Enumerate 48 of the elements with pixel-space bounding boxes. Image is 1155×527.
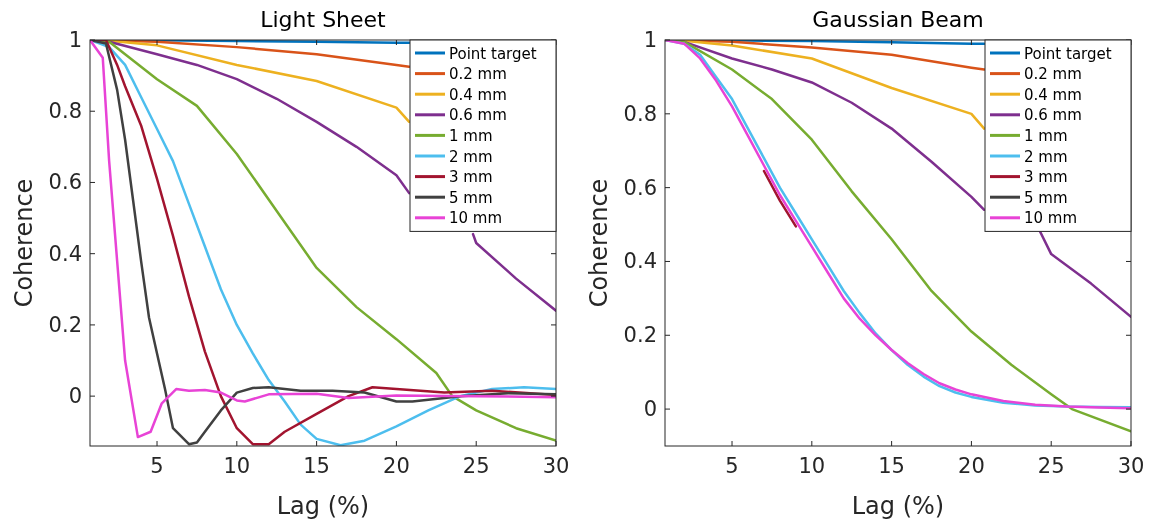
- legend-label: 0.2 mm: [449, 65, 507, 84]
- x-tick-label: 25: [462, 454, 490, 478]
- y-tick-label: 1: [643, 28, 657, 52]
- y-tick-label: 0.8: [623, 101, 657, 126]
- y-tick-label: 0.8: [48, 99, 82, 124]
- legend-label: 1 mm: [449, 126, 493, 145]
- legend-label: 0.4 mm: [1024, 85, 1082, 104]
- legend-label: 0.2 mm: [1024, 65, 1082, 84]
- x-tick-label: 25: [1037, 454, 1065, 478]
- x-tick-label: 10: [223, 454, 251, 478]
- legend-label: 0.4 mm: [449, 85, 507, 104]
- y-tick-label: 0.2: [48, 312, 82, 337]
- y-axis-title: Coherence: [585, 178, 613, 308]
- legend-label: 0.6 mm: [1024, 106, 1082, 125]
- y-tick-label: 0: [643, 397, 657, 422]
- x-tick-label: 5: [725, 454, 739, 478]
- legend-label: 0.6 mm: [449, 106, 507, 125]
- y-tick-label: 1: [68, 28, 82, 52]
- y-tick-label: 0.4: [48, 241, 82, 266]
- y-tick-label: 0: [68, 384, 82, 409]
- legend-label: 3 mm: [449, 168, 493, 187]
- y-tick-label: 0.2: [623, 323, 657, 348]
- chart-title: Light Sheet: [260, 7, 387, 32]
- legend-label: 10 mm: [449, 209, 503, 228]
- x-tick-label: 15: [303, 454, 330, 478]
- legend-label: 1 mm: [1024, 126, 1068, 145]
- x-tick-label: 20: [383, 454, 410, 478]
- legend-label: 2 mm: [1024, 147, 1068, 166]
- y-axis-title: Coherence: [10, 178, 38, 308]
- x-tick-label: 30: [542, 454, 570, 478]
- x-tick-label: 15: [878, 454, 905, 478]
- legend-label: Point target: [1024, 44, 1112, 63]
- x-tick-label: 5: [150, 454, 164, 478]
- legend-label: 5 mm: [449, 188, 493, 207]
- x-tick-label: 30: [1117, 454, 1145, 478]
- y-tick-label: 0.4: [623, 249, 657, 274]
- legend-label: 5 mm: [1024, 188, 1068, 207]
- legend-label: 10 mm: [1024, 209, 1078, 228]
- x-tick-label: 10: [798, 454, 826, 478]
- x-axis-title: Lag (%): [276, 492, 370, 520]
- legend-label: Point target: [449, 44, 537, 63]
- x-axis-title: Lag (%): [851, 492, 945, 520]
- chart-title: Gaussian Beam: [812, 7, 984, 32]
- x-tick-label: 20: [958, 454, 985, 478]
- legend-label: 2 mm: [449, 147, 493, 166]
- y-tick-label: 0.6: [623, 175, 657, 200]
- legend-label: 3 mm: [1024, 168, 1068, 187]
- y-tick-label: 0.6: [48, 170, 82, 195]
